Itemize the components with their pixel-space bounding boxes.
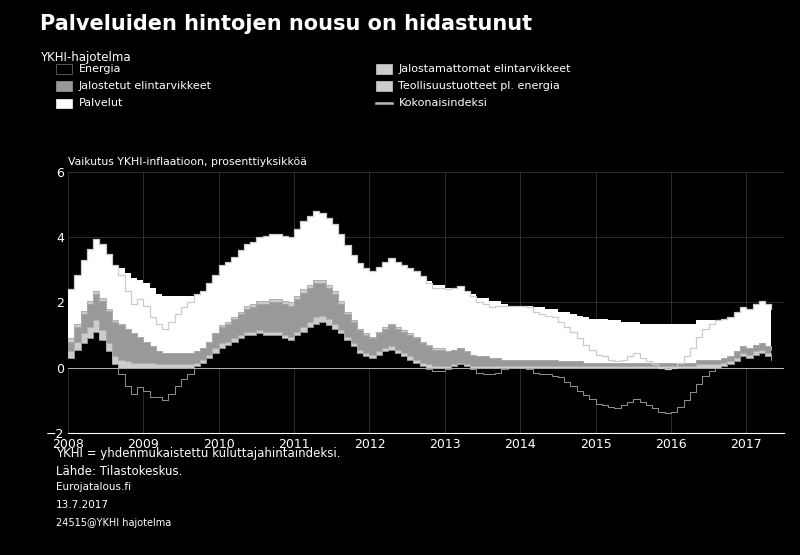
Text: Palvelut: Palvelut (78, 98, 122, 108)
Text: YKHI = yhdenmukaistettu kuluttajahintaindeksi.: YKHI = yhdenmukaistettu kuluttajahintain… (56, 447, 341, 460)
Text: 13.7.2017: 13.7.2017 (56, 500, 109, 510)
Text: Jalostamattomat elintarvikkeet: Jalostamattomat elintarvikkeet (398, 64, 571, 74)
Text: Teollisuustuotteet pl. energia: Teollisuustuotteet pl. energia (398, 81, 560, 91)
Text: Jalostetut elintarvikkeet: Jalostetut elintarvikkeet (78, 81, 211, 91)
Text: Energia: Energia (78, 64, 121, 74)
Text: Palveluiden hintojen nousu on hidastunut: Palveluiden hintojen nousu on hidastunut (40, 14, 532, 34)
Text: Lähde: Tilastokeskus.: Lähde: Tilastokeskus. (56, 465, 182, 477)
Text: YKHI-hajotelma: YKHI-hajotelma (40, 51, 130, 64)
Text: Eurojatalous.fi: Eurojatalous.fi (56, 482, 131, 492)
Text: 24515@YKHI hajotelma: 24515@YKHI hajotelma (56, 518, 171, 528)
Text: Vaikutus YKHI-inflaatioon, prosenttiyksikköä: Vaikutus YKHI-inflaatioon, prosenttiyksi… (68, 157, 307, 167)
Text: Kokonaisindeksi: Kokonaisindeksi (398, 98, 487, 108)
